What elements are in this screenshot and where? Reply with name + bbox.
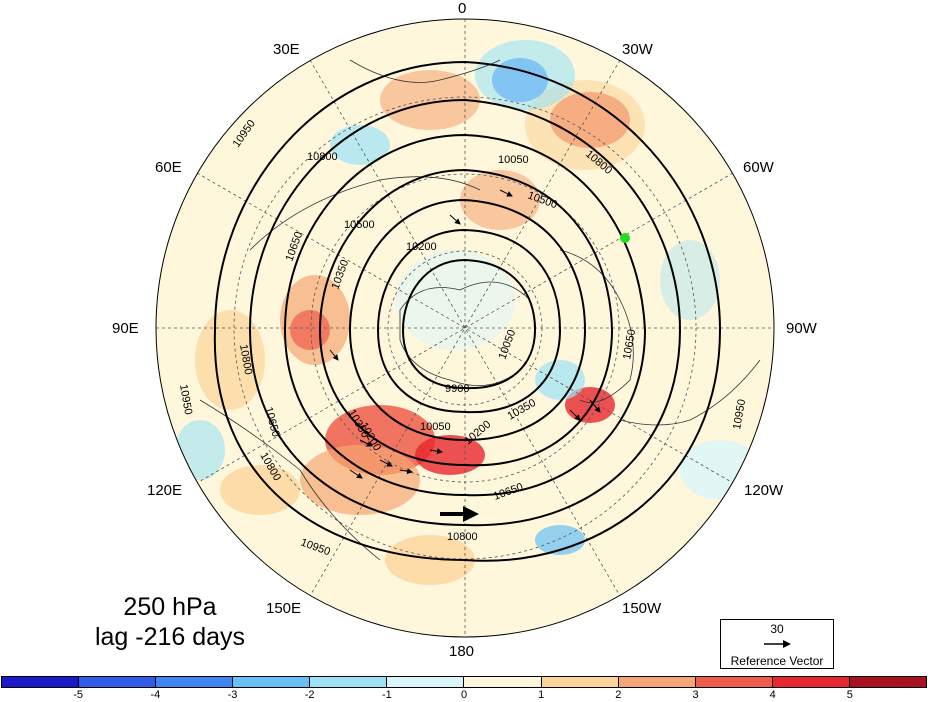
lon-label-120w: 120W bbox=[744, 482, 784, 499]
colorbar-tick-label: 1 bbox=[538, 689, 545, 701]
colorbar-segment bbox=[464, 677, 542, 687]
colorbar-tick-label: -5 bbox=[73, 689, 84, 701]
contour-label: 10800 bbox=[237, 343, 254, 375]
lon-label-150e: 150E bbox=[266, 600, 302, 617]
reference-arrow-icon bbox=[764, 640, 791, 648]
contour-labels: 10950 10800 10650 10500 10350 10200 1005… bbox=[177, 118, 748, 559]
colorbar-segment bbox=[310, 677, 388, 687]
colorbar-segment bbox=[849, 677, 926, 687]
lon-label-30w: 30W bbox=[622, 41, 653, 58]
lon-label-60w: 60W bbox=[743, 159, 774, 176]
colorbar-segment bbox=[233, 677, 311, 687]
colorbar-segment bbox=[2, 677, 80, 687]
wind-vectors bbox=[329, 189, 601, 479]
contour-label: 10050 bbox=[420, 421, 451, 433]
colorbar-tick-label: -2 bbox=[304, 689, 315, 701]
reference-vector-value: 30 bbox=[770, 622, 784, 636]
contour-label: 10950 bbox=[177, 383, 194, 415]
colorbar-tick-label: -3 bbox=[227, 689, 238, 701]
colorbar-tick-label: -4 bbox=[150, 689, 161, 701]
contour-label: 10200 bbox=[406, 241, 437, 253]
colorbar-segment bbox=[772, 677, 850, 687]
colorbar-tick-label: 4 bbox=[769, 689, 776, 701]
map-disk bbox=[156, 19, 774, 637]
lon-label-60e: 60E bbox=[155, 159, 182, 176]
lon-label-30e: 30E bbox=[273, 41, 300, 58]
colorbar-tick-label: 5 bbox=[846, 689, 853, 701]
colorbar-tick-label: 2 bbox=[615, 689, 622, 701]
lon-label-180: 180 bbox=[449, 643, 475, 660]
colorbar-segment bbox=[695, 677, 773, 687]
contour-label: 10800 bbox=[447, 531, 478, 543]
plot-caption: 250 hPa lag -216 days bbox=[70, 592, 270, 652]
lon-label-150w: 150W bbox=[622, 600, 662, 617]
colorbar-segment bbox=[79, 677, 157, 687]
colorbar-segment bbox=[156, 677, 234, 687]
colorbar-segment bbox=[618, 677, 696, 687]
contour-label: 10800 bbox=[307, 151, 338, 163]
map-border bbox=[155, 18, 775, 638]
height-contours bbox=[213, 60, 722, 562]
contour-label: 10500 bbox=[344, 219, 375, 231]
colorbar-tick-label: 0 bbox=[460, 689, 468, 701]
lon-label-90e: 90E bbox=[112, 320, 139, 337]
reference-vector-label: Reference Vector bbox=[730, 654, 824, 668]
lon-label-0: 0 bbox=[458, 0, 467, 17]
lon-label-90w: 90W bbox=[786, 320, 817, 337]
colorbar-segment bbox=[541, 677, 619, 687]
location-marker bbox=[620, 233, 630, 243]
colorbar-tick-label: -1 bbox=[381, 689, 392, 701]
pressure-level: 250 hPa bbox=[123, 593, 217, 621]
contour-label: 10650 bbox=[621, 328, 638, 360]
contour-label: 9900 bbox=[445, 383, 469, 395]
contour-label: 10950 bbox=[731, 398, 748, 430]
reference-vector-box: 30 Reference Vector bbox=[720, 619, 834, 669]
colorbar bbox=[1, 676, 927, 688]
contour-label: 10050 bbox=[498, 154, 529, 166]
lon-label-120e: 120E bbox=[147, 482, 183, 499]
lag-label: lag -216 days bbox=[94, 623, 246, 651]
colorbar-segment bbox=[387, 677, 465, 687]
colorbar-tick-label: 3 bbox=[692, 689, 699, 701]
